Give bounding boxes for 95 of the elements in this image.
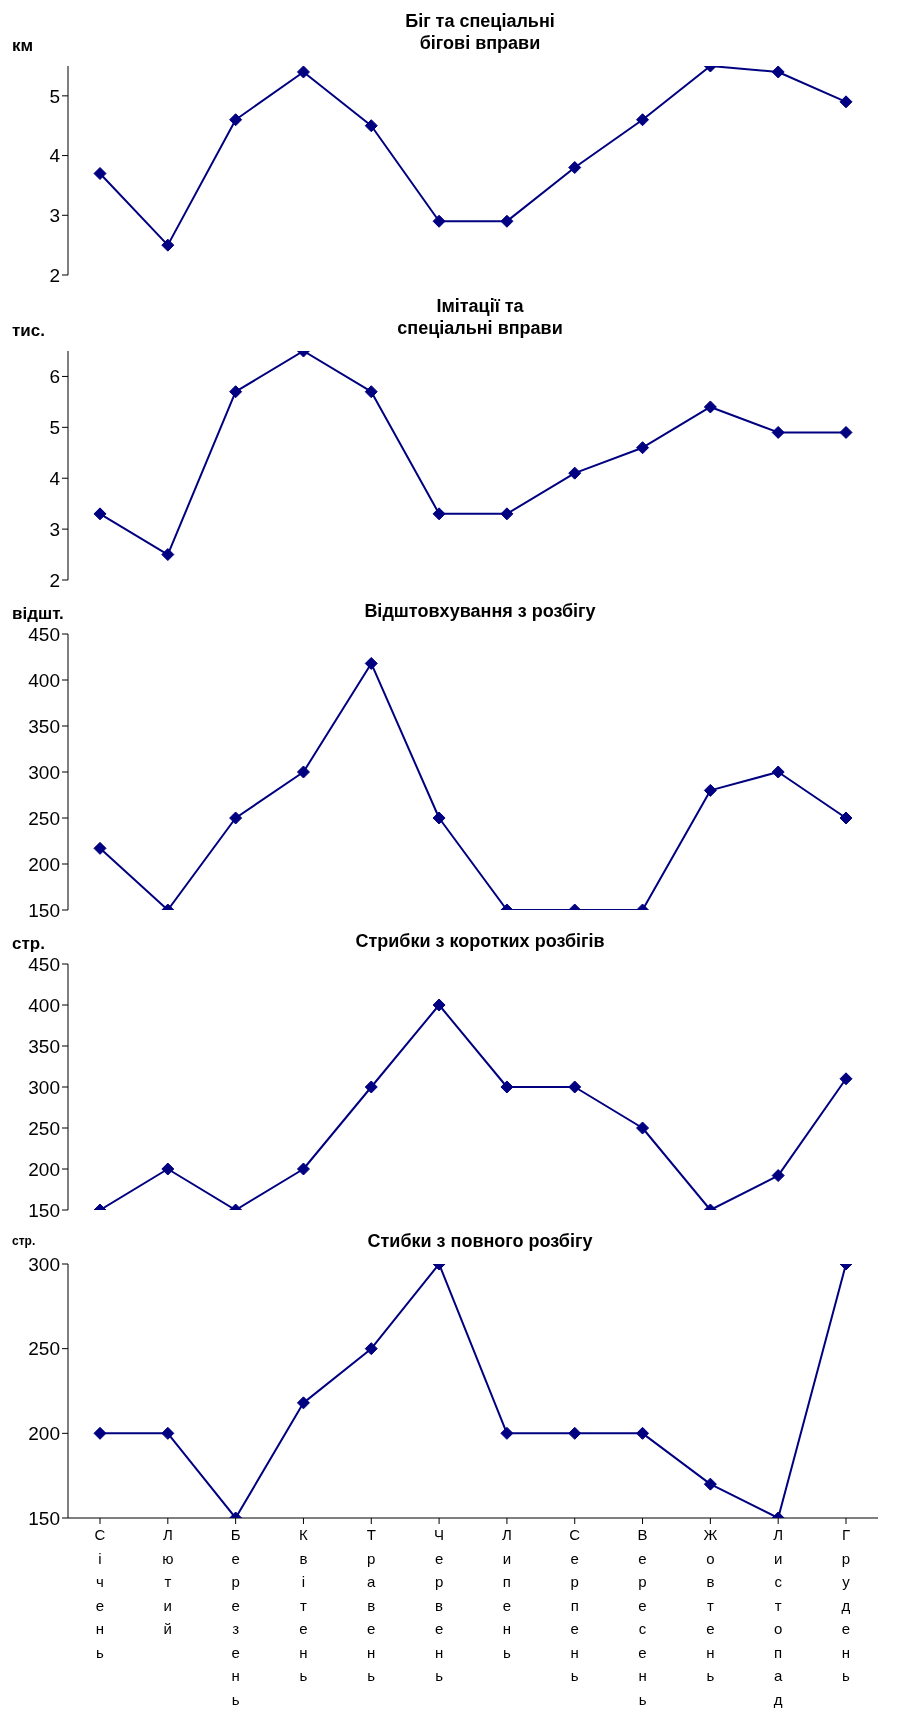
y-tick-label: 2	[49, 264, 60, 286]
point	[161, 1162, 175, 1176]
x-tick-label: Червень	[434, 1526, 445, 1684]
x-tick-label: Січень	[94, 1526, 106, 1661]
point	[500, 214, 514, 228]
y-tick-label: 200	[28, 853, 60, 875]
y-tick-label: 300	[28, 1076, 60, 1098]
chart-title: Біг та спеціальні бігові вправи	[404, 10, 556, 54]
chart-title: Стрибки з коротких розбігів	[354, 930, 606, 952]
point	[432, 214, 446, 228]
point	[636, 441, 650, 455]
point	[296, 1162, 310, 1176]
y-tick-label: 450	[28, 953, 60, 975]
point	[636, 113, 650, 127]
x-tick-label: Листопад	[773, 1526, 784, 1708]
point	[93, 166, 107, 180]
y-tick-label: 450	[28, 623, 60, 645]
y-tick-label: 200	[28, 1423, 60, 1445]
point	[296, 66, 310, 79]
point	[703, 1477, 717, 1491]
y-tick-label: 4	[49, 467, 61, 489]
y-tick-label: 250	[28, 1117, 60, 1139]
y-tick-label: 150	[28, 1507, 60, 1529]
y-tick-label: 300	[28, 761, 60, 783]
point	[500, 1080, 514, 1094]
y-axis-title: км	[12, 36, 34, 56]
y-axis-title: стр.	[12, 1234, 36, 1248]
chart-title: Стибки з повного розбігу	[366, 1230, 594, 1252]
point	[364, 1342, 378, 1356]
point	[771, 66, 785, 79]
y-tick-label: 400	[28, 669, 60, 691]
point	[636, 1426, 650, 1440]
point	[703, 400, 717, 414]
point	[296, 1396, 310, 1410]
point	[229, 113, 243, 127]
point	[161, 1426, 175, 1440]
point	[839, 811, 853, 825]
point	[568, 466, 582, 480]
y-tick-label: 3	[49, 518, 60, 540]
point	[771, 1169, 785, 1183]
point	[703, 783, 717, 797]
point	[364, 119, 378, 133]
x-tick-label: Травень	[366, 1526, 377, 1684]
point	[229, 811, 243, 825]
y-tick-label: 5	[49, 417, 60, 439]
point	[500, 1426, 514, 1440]
point	[839, 1072, 853, 1086]
y-tick-label: 400	[28, 994, 60, 1016]
point	[161, 238, 175, 252]
point	[93, 507, 107, 521]
point	[771, 765, 785, 779]
x-tick-label: Березень	[230, 1526, 241, 1708]
y-tick-label: 350	[28, 715, 60, 737]
y-tick-label: 6	[49, 366, 60, 388]
x-tick-label: Липень	[501, 1526, 512, 1661]
y-axis-title: стр.	[12, 934, 45, 954]
point	[432, 507, 446, 521]
point	[839, 95, 853, 109]
point	[432, 811, 446, 825]
point	[568, 1426, 582, 1440]
x-tick-label: Лютий	[162, 1526, 174, 1637]
point	[93, 841, 107, 855]
y-tick-label: 150	[28, 1199, 60, 1221]
y-tick-label: 250	[28, 1338, 60, 1360]
chart-title: Відштовхування з розбігу	[363, 600, 597, 622]
point	[636, 1121, 650, 1135]
y-axis-title: відшт.	[12, 604, 64, 624]
point	[568, 1080, 582, 1094]
y-tick-label: 2	[49, 569, 60, 591]
point	[93, 1426, 107, 1440]
y-tick-label: 3	[49, 205, 60, 227]
point	[161, 548, 175, 562]
point	[771, 425, 785, 439]
y-tick-label: 150	[28, 899, 60, 921]
point	[500, 507, 514, 521]
x-tick-label: Вересень	[637, 1526, 648, 1708]
point	[839, 425, 853, 439]
point	[364, 1080, 378, 1094]
point	[296, 765, 310, 779]
point	[432, 998, 446, 1012]
x-tick-label: Серпень	[569, 1526, 581, 1684]
y-axis-title: тис.	[12, 321, 45, 341]
x-tick-label: Грудень	[841, 1526, 851, 1684]
point	[568, 161, 582, 175]
y-tick-label: 200	[28, 1158, 60, 1180]
y-tick-label: 4	[49, 145, 61, 167]
x-tick-label: Квітень	[299, 1526, 309, 1684]
y-tick-label: 350	[28, 1035, 60, 1057]
x-tick-label: Жовтень	[703, 1526, 718, 1684]
point	[229, 385, 243, 399]
chart-title: Імітації та спеціальні вправи	[396, 295, 564, 339]
y-tick-label: 5	[49, 85, 60, 107]
point	[364, 385, 378, 399]
y-tick-label: 250	[28, 807, 60, 829]
y-tick-label: 300	[28, 1253, 60, 1275]
